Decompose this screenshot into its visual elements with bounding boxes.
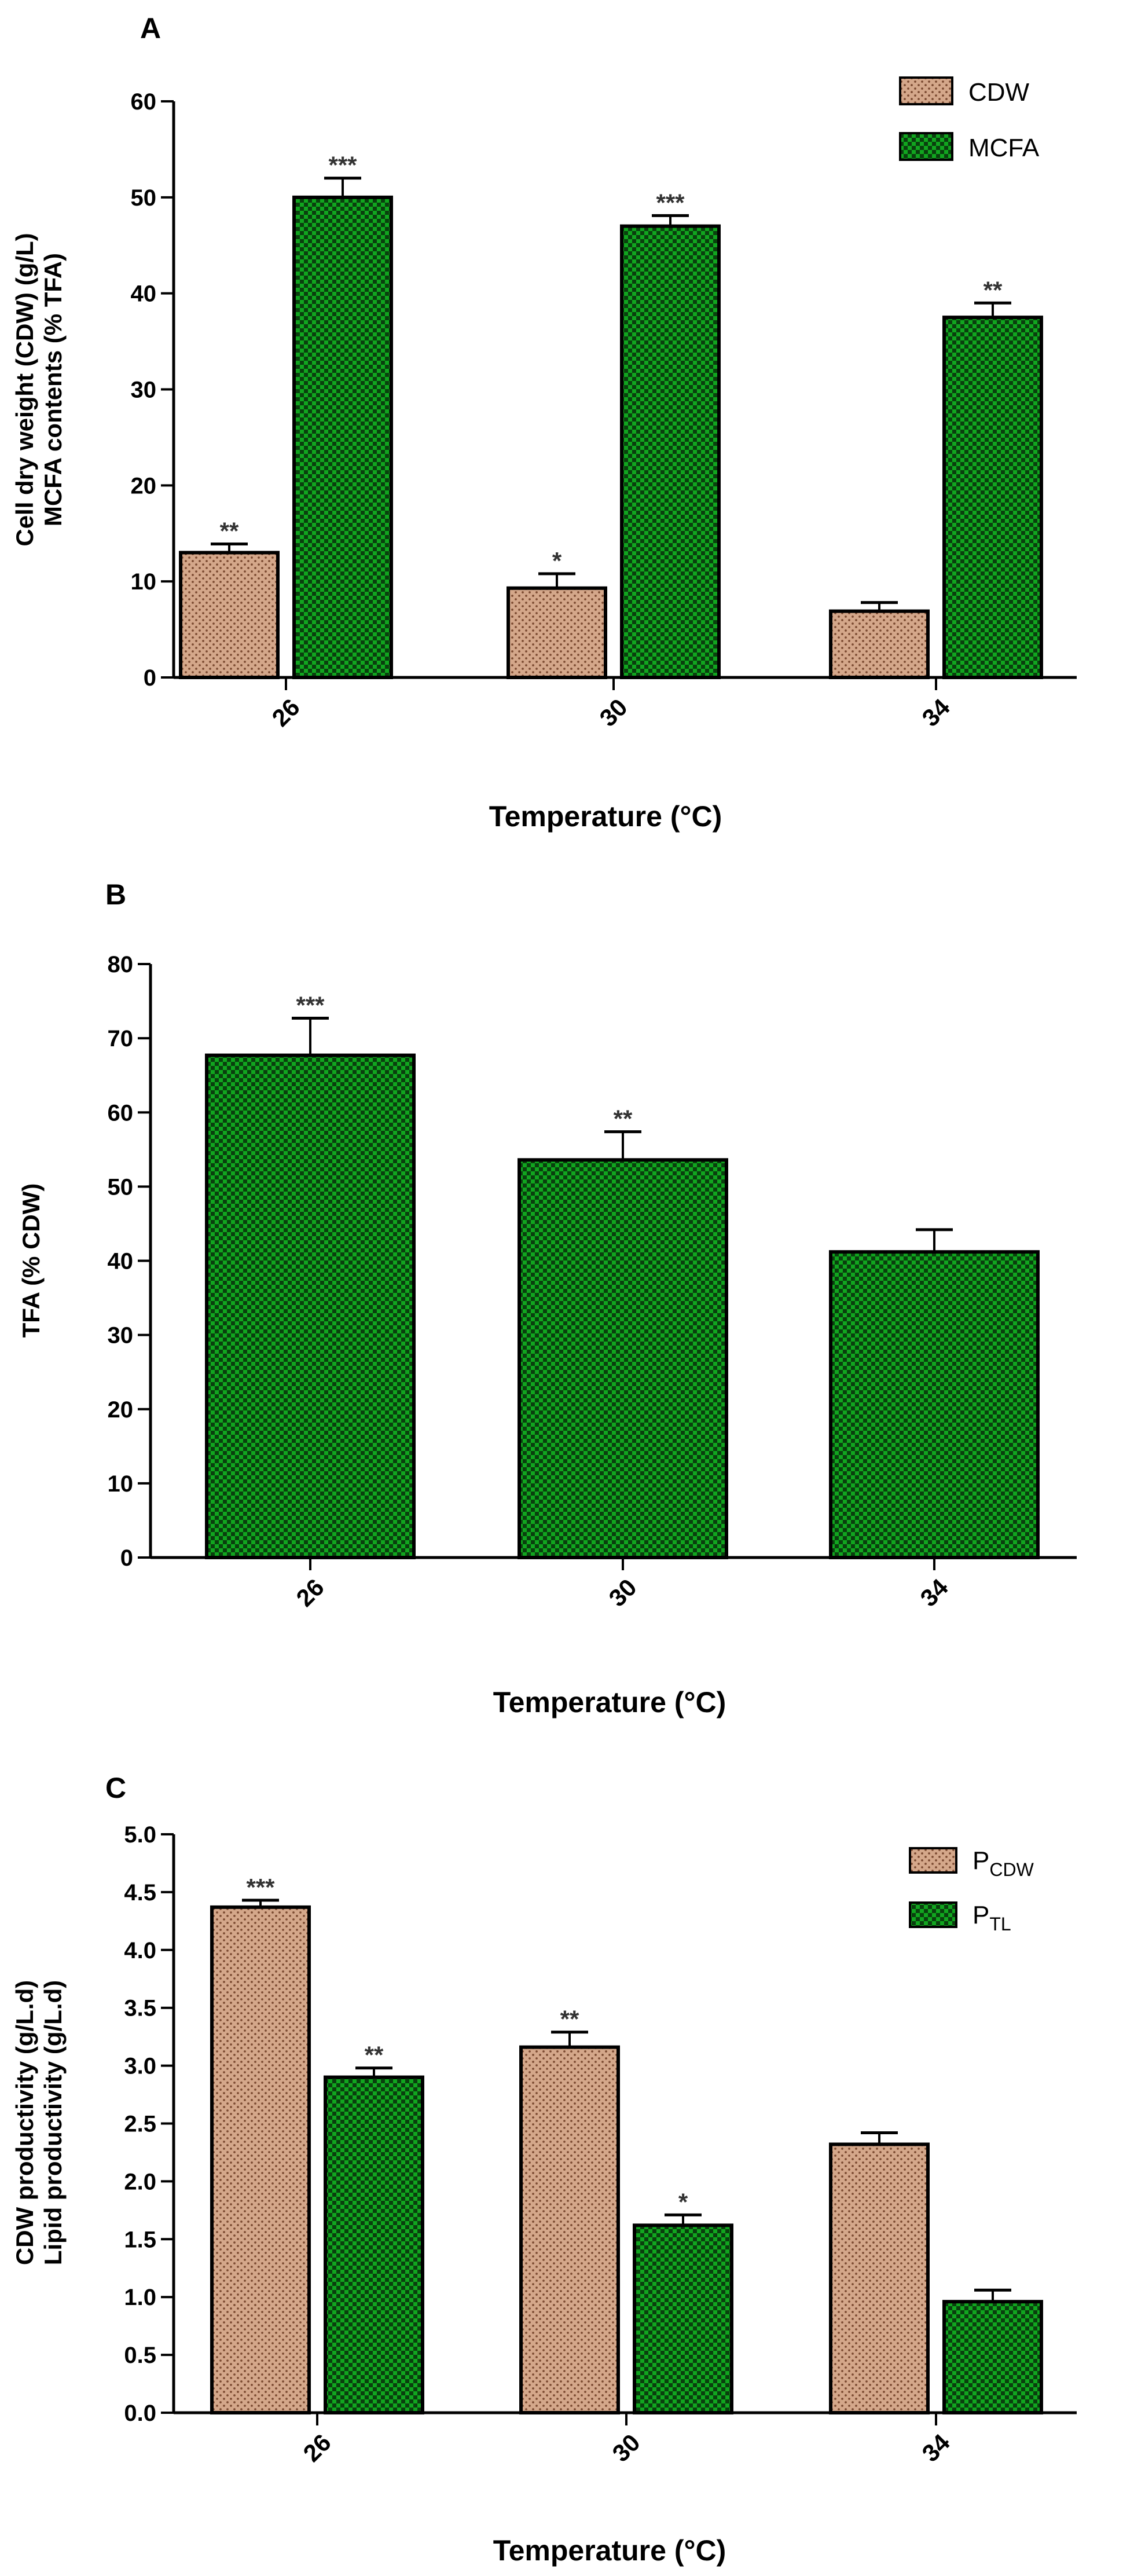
panel-c-bar [210, 1905, 311, 2414]
panel-a-bar [620, 224, 721, 680]
panel-c-y-tick-label: 4.5 [124, 1880, 156, 1906]
panel-b-bar [829, 1250, 1040, 1559]
panel-c-axes: 0.0 0.5 1.0 1.5 2.0 2.5 3.0 3.5 4.0 4.5 5.0 26 30 34 [124, 1822, 1077, 2467]
panel-c-bar [324, 2075, 424, 2415]
panel-c-y-tick-label: 2.5 [124, 2112, 156, 2137]
panel-b-x-tick-label: 30 [604, 1574, 642, 1612]
panel-c-x-tick-label: 26 [298, 2429, 336, 2467]
panel-c-y-title: CDW productivity (g/L.d) Lipid productivi… [11, 1980, 67, 2265]
panel-c-y-tick-label: 5.0 [124, 1822, 156, 1848]
panel-a-y-title-line: MCFA contents (% TFA) [39, 253, 67, 526]
panel-a-x-tick-label: 26 [267, 694, 305, 732]
panel-b-bar [518, 1158, 728, 1559]
panel-c-legend-swatch [909, 1901, 957, 1928]
panel-a-y-title: Cell dry weight (CDW) (g/L) MCFA contents… [11, 233, 67, 546]
panel-b-y-tick-label: 30 [108, 1323, 134, 1349]
panel-b-y-tick-label: 40 [108, 1249, 134, 1274]
panel-c-y-tick-label: 1.5 [124, 2227, 156, 2252]
panel-c-significance-label: *** [246, 1874, 275, 1901]
panel-a-y-tick-label: 30 [131, 378, 157, 403]
panel-c-y-title-line: CDW productivity (g/L.d) [11, 1980, 38, 2265]
panel-c-bar [633, 2223, 733, 2414]
panel-c-y-tick-label: 3.5 [124, 1996, 156, 2021]
panel-b-x-tick-label: 26 [291, 1574, 329, 1612]
panel-c-legend: PCDW PTL [909, 1846, 1034, 1934]
panel-a-y-tick-label: 20 [131, 473, 157, 499]
panel-a-legend-swatch [899, 76, 953, 105]
panel-a-legend-label: MCFA [968, 134, 1040, 162]
panel-a-y-tick-label: 10 [131, 569, 157, 595]
panel-c: C CDW productivity (g/L.d) Lipid producti… [11, 1772, 1077, 2567]
panel-c-bar [519, 2045, 620, 2415]
panel-c-x-tick-label: 34 [917, 2428, 956, 2467]
panel-a-bar [292, 195, 393, 680]
panel-b-y-tick-label: 50 [108, 1174, 134, 1200]
panel-c-legend-label: PCDW [972, 1846, 1034, 1880]
panel-a-y-tick-label: 60 [131, 89, 157, 115]
panel-b-label: B [105, 878, 126, 911]
panel-c-bar [942, 2300, 1043, 2414]
panel-a: A Cell dry weight (CDW) (g/L) MCFA conten… [11, 12, 1077, 833]
panel-c-bars: ******** [210, 1874, 1043, 2415]
panel-a-significance-label: ** [220, 517, 239, 544]
panel-c-legend-swatch [909, 1847, 957, 1874]
panel-b-y-tick-label: 20 [108, 1397, 134, 1423]
panel-b-x-tick-label: 34 [915, 1573, 954, 1612]
panel-a-significance-label: * [552, 547, 562, 574]
panel-a-x-title: Temperature (°C) [489, 800, 722, 833]
panel-a-bars: *********** [179, 152, 1043, 680]
panel-b-bars: ***** [205, 992, 1040, 1559]
panel-b-y-tick-label: 10 [108, 1471, 134, 1497]
panel-c-y-tick-label: 3.0 [124, 2054, 156, 2079]
panel-a-bar [179, 551, 280, 680]
panel-b-bar [205, 1053, 416, 1559]
panel-c-y-tick-label: 2.0 [124, 2169, 156, 2194]
panel-c-y-tick-label: 4.0 [124, 1938, 156, 1963]
panel-a-legend-swatch [899, 132, 953, 161]
panel-a-bar [942, 316, 1043, 679]
panel-a-bar [507, 586, 607, 680]
panel-b-x-title: Temperature (°C) [493, 1686, 726, 1718]
panel-c-x-tick-label: 30 [607, 2429, 645, 2467]
panel-a-legend: CDW MCFA [899, 76, 1040, 162]
panel-a-y-tick-label: 40 [131, 281, 157, 307]
panel-a-y-tick-label: 50 [131, 185, 157, 211]
panel-c-y-tick-label: 0.0 [124, 2401, 156, 2426]
panel-c-bar [829, 2142, 930, 2415]
panel-b-significance-label: ** [614, 1105, 633, 1133]
panel-c-label: C [105, 1772, 126, 1804]
panel-a-y-tick-label: 0 [144, 665, 156, 691]
panel-a-legend-label: CDW [968, 78, 1030, 107]
panel-c-significance-label: ** [365, 2042, 384, 2069]
panel-c-legend-label: PTL [972, 1901, 1011, 1934]
panel-a-y-title-line: Cell dry weight (CDW) (g/L) [11, 233, 38, 546]
panel-a-significance-label: *** [328, 152, 357, 179]
panel-c-significance-label: * [678, 2188, 688, 2215]
panel-c-x-title: Temperature (°C) [493, 2534, 726, 2567]
panel-a-label: A [140, 12, 161, 45]
panel-c-y-tick-label: 1.0 [124, 2285, 156, 2310]
panel-c-significance-label: ** [560, 2006, 579, 2033]
panel-b-significance-label: *** [296, 992, 325, 1019]
panel-a-x-tick-label: 34 [917, 693, 956, 732]
panel-a-significance-label: *** [656, 189, 685, 216]
panel-b-y-tick-label: 80 [108, 952, 134, 977]
panel-c-y-tick-label: 0.5 [124, 2343, 156, 2368]
panel-c-y-title-line: Lipid productivity (g/L.d) [39, 1980, 67, 2265]
panel-b-y-tick-label: 70 [108, 1026, 134, 1051]
panel-b-y-tick-label: 0 [120, 1545, 133, 1571]
panel-a-x-tick-label: 30 [594, 694, 633, 732]
panel-a-bar [829, 609, 930, 679]
panel-a-significance-label: ** [983, 276, 1003, 303]
panel-b-y-tick-label: 60 [108, 1100, 134, 1126]
panel-b-y-title: TFA (% CDW) [17, 1183, 45, 1338]
panel-b-y-title-line: TFA (% CDW) [17, 1183, 45, 1338]
